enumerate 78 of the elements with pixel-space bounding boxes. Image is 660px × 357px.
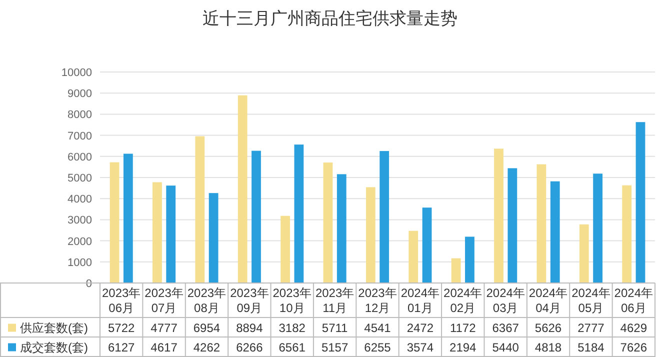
data-label: 3182 — [278, 320, 306, 335]
bar — [451, 258, 461, 283]
legend-label: 成交套数(套) — [20, 340, 88, 354]
bar — [208, 193, 218, 283]
x-tick-label: 2024年06月 — [614, 286, 654, 315]
data-label: 5722 — [108, 320, 136, 335]
x-tick-label: 2023年10月 — [272, 286, 312, 315]
x-tick-label: 2023年07月 — [144, 286, 184, 315]
x-tick-label: 2023年09月 — [230, 286, 269, 315]
bar — [408, 230, 418, 283]
data-label: 5626 — [534, 320, 562, 335]
bar — [550, 181, 560, 283]
bar — [152, 182, 162, 283]
data-label: 7626 — [620, 340, 648, 354]
data-label: 4629 — [620, 320, 648, 335]
y-tick-label: 9000 — [68, 88, 92, 100]
data-label: 6127 — [108, 340, 136, 354]
y-tick-label: 6000 — [68, 151, 92, 164]
bar — [280, 216, 290, 283]
data-label: 6954 — [193, 320, 220, 335]
x-tick-label: 2024年05月 — [572, 286, 610, 315]
data-label: 6367 — [492, 320, 520, 335]
y-tick-label: 4000 — [68, 194, 92, 206]
bar — [636, 122, 646, 283]
data-label: 2777 — [578, 320, 605, 335]
data-label: 6266 — [236, 340, 264, 354]
x-tick-label: 2024年04月 — [528, 286, 568, 315]
bar — [593, 174, 602, 283]
x-tick-label: 2024年03月 — [486, 286, 525, 315]
data-label: 4541 — [364, 320, 392, 335]
bar — [536, 164, 546, 283]
bar — [494, 148, 504, 283]
data-label: 6255 — [364, 340, 392, 354]
data-label: 4777 — [150, 320, 178, 335]
y-tick-label: 10000 — [61, 67, 92, 79]
data-label: 3574 — [406, 340, 434, 354]
data-label: 2472 — [406, 320, 434, 335]
bar — [166, 186, 176, 283]
bar — [195, 136, 205, 283]
bar — [380, 151, 390, 283]
bar — [123, 154, 133, 283]
bar — [579, 224, 589, 283]
x-tick-label: 2023年12月 — [358, 286, 397, 315]
bar — [422, 208, 432, 283]
bar — [508, 168, 518, 283]
chart-title: 近十三月广州商品住宅供求量走势 — [202, 9, 458, 28]
x-tick-label: 2023年06月 — [102, 286, 141, 315]
x-tick-label: 2024年01月 — [400, 286, 440, 315]
x-tick-label: 2024年02月 — [444, 286, 482, 315]
x-tick-label: 2023年08月 — [187, 286, 226, 315]
bar — [238, 95, 248, 283]
y-tick-label: 3000 — [68, 214, 92, 227]
data-label: 5184 — [578, 340, 605, 354]
bar — [622, 185, 632, 283]
y-tick-label: 7000 — [68, 130, 92, 142]
x-tick-label: 2023年11月 — [315, 286, 354, 315]
bar — [110, 162, 120, 283]
data-label: 4262 — [193, 340, 220, 354]
data-label: 5157 — [321, 340, 348, 354]
data-label: 4617 — [150, 340, 178, 354]
bar — [294, 144, 304, 283]
data-label: 5440 — [492, 340, 520, 354]
y-tick-label: 1000 — [68, 256, 92, 269]
bar — [252, 150, 261, 283]
data-label: 2194 — [450, 340, 477, 354]
y-tick-label: 5000 — [68, 172, 92, 184]
legend-label: 供应套数(套) — [20, 320, 88, 335]
bar — [366, 187, 376, 283]
bar — [336, 174, 346, 283]
data-label: 6561 — [278, 340, 306, 354]
data-label: 5711 — [322, 320, 348, 335]
bar — [465, 236, 474, 283]
data-label: 8894 — [236, 320, 264, 335]
bar — [323, 162, 333, 283]
y-tick-label: 8000 — [68, 109, 92, 122]
data-label: 1172 — [450, 320, 476, 335]
y-tick-label: 2000 — [68, 236, 92, 248]
data-label: 4818 — [534, 340, 562, 354]
